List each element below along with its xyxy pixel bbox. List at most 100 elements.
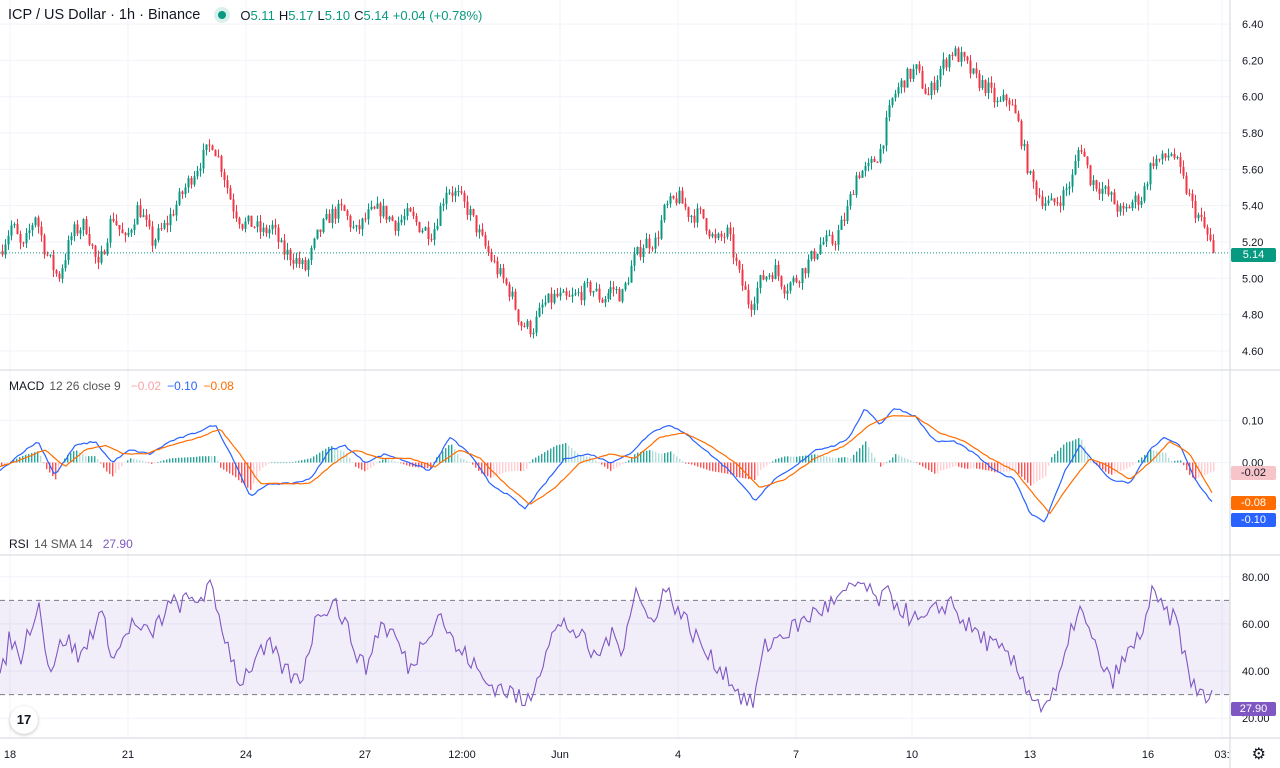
macd-bar bbox=[844, 457, 846, 463]
candle bbox=[565, 287, 568, 301]
macd-bar bbox=[853, 454, 855, 463]
macd-hist-tag: -0.02 bbox=[1231, 466, 1276, 480]
macd-bar bbox=[484, 462, 486, 475]
tradingview-logo-icon[interactable]: 17 bbox=[10, 706, 38, 734]
macd-bar bbox=[883, 462, 885, 465]
candle bbox=[313, 237, 316, 251]
candle bbox=[355, 224, 358, 232]
candle bbox=[154, 238, 157, 249]
candle bbox=[472, 208, 475, 217]
candle bbox=[852, 189, 855, 196]
macd-bar bbox=[808, 455, 810, 463]
candle bbox=[969, 55, 972, 79]
macd-bar bbox=[1, 462, 3, 467]
macd-value: −0.10 bbox=[167, 379, 198, 393]
macd-bar bbox=[988, 462, 990, 471]
rsi-legend[interactable]: RSI 14 SMA 14 27.90 bbox=[9, 537, 133, 551]
candle bbox=[990, 76, 993, 94]
candle bbox=[328, 209, 331, 224]
high-value: 5.17 bbox=[288, 7, 314, 23]
macd-bar bbox=[643, 451, 645, 463]
candle bbox=[831, 231, 834, 246]
candle bbox=[352, 220, 355, 230]
macd-bar bbox=[979, 462, 981, 470]
candle bbox=[1038, 187, 1041, 199]
close-value: 5.14 bbox=[363, 7, 389, 23]
candle bbox=[184, 183, 187, 198]
macd-bar bbox=[532, 459, 534, 463]
macd-bar bbox=[142, 460, 144, 463]
symbol-title[interactable]: ICP / US Dollar · 1h · Binance bbox=[8, 7, 201, 23]
macd-bar bbox=[706, 462, 708, 470]
candle bbox=[1092, 175, 1095, 192]
candle bbox=[1191, 189, 1194, 209]
candle bbox=[615, 286, 618, 294]
candle bbox=[343, 204, 346, 212]
candle bbox=[834, 240, 837, 251]
candle bbox=[864, 161, 867, 177]
candle bbox=[1140, 196, 1143, 208]
candle bbox=[139, 198, 142, 218]
candle bbox=[256, 215, 259, 233]
candle bbox=[768, 272, 771, 280]
candle bbox=[202, 143, 205, 174]
macd-bar bbox=[841, 457, 843, 463]
candle bbox=[142, 208, 145, 218]
candle bbox=[322, 217, 325, 234]
macd-bar bbox=[556, 445, 558, 463]
macd-bar bbox=[1135, 462, 1137, 464]
macd-bar bbox=[1168, 457, 1170, 463]
candle bbox=[46, 251, 49, 257]
candle bbox=[229, 185, 232, 200]
macd-bar bbox=[1087, 453, 1089, 463]
time-tick-label: 27 bbox=[359, 749, 371, 761]
candle bbox=[301, 257, 304, 270]
candle bbox=[630, 260, 633, 283]
macd-bar bbox=[886, 462, 888, 464]
macd-bar bbox=[1126, 462, 1128, 469]
price-tick-label: 5.60 bbox=[1242, 164, 1263, 176]
candle bbox=[259, 215, 262, 239]
candle bbox=[64, 253, 67, 272]
candle bbox=[55, 269, 58, 277]
candle bbox=[118, 224, 121, 237]
macd-legend[interactable]: MACD 12 26 close 9 −0.02 −0.10 −0.08 bbox=[9, 379, 234, 393]
candle bbox=[49, 254, 52, 258]
settings-gear-icon[interactable]: ⚙ bbox=[1251, 746, 1266, 763]
macd-bar bbox=[811, 454, 813, 463]
macd-bar bbox=[1090, 461, 1092, 463]
macd-bar bbox=[865, 441, 867, 463]
time-tick-label: 7 bbox=[793, 749, 799, 761]
macd-bar bbox=[700, 462, 702, 468]
macd-bar bbox=[1081, 439, 1083, 463]
candle bbox=[675, 192, 678, 206]
candle bbox=[109, 215, 112, 248]
macd-bar bbox=[1036, 462, 1038, 482]
macd-bar bbox=[328, 446, 330, 463]
macd-bar bbox=[967, 462, 969, 469]
candle bbox=[331, 204, 334, 229]
candle bbox=[690, 214, 693, 224]
macd-bar bbox=[151, 462, 153, 464]
candle bbox=[705, 217, 708, 235]
macd-bar bbox=[1039, 462, 1041, 480]
candle bbox=[1152, 156, 1155, 170]
candle bbox=[1203, 211, 1206, 229]
macd-bar bbox=[565, 443, 567, 463]
macd-bar bbox=[259, 462, 261, 471]
candle bbox=[214, 149, 217, 157]
candle bbox=[268, 225, 271, 239]
candle bbox=[574, 289, 577, 297]
candle bbox=[115, 214, 118, 226]
candle bbox=[825, 230, 828, 247]
macd-bar bbox=[205, 456, 207, 463]
candle bbox=[924, 83, 927, 95]
candle bbox=[771, 272, 774, 283]
macd-bar bbox=[802, 455, 804, 463]
candle bbox=[1131, 199, 1134, 212]
candle bbox=[601, 297, 604, 304]
candle bbox=[346, 209, 349, 221]
candle bbox=[1200, 207, 1203, 222]
macd-bar bbox=[655, 451, 657, 463]
